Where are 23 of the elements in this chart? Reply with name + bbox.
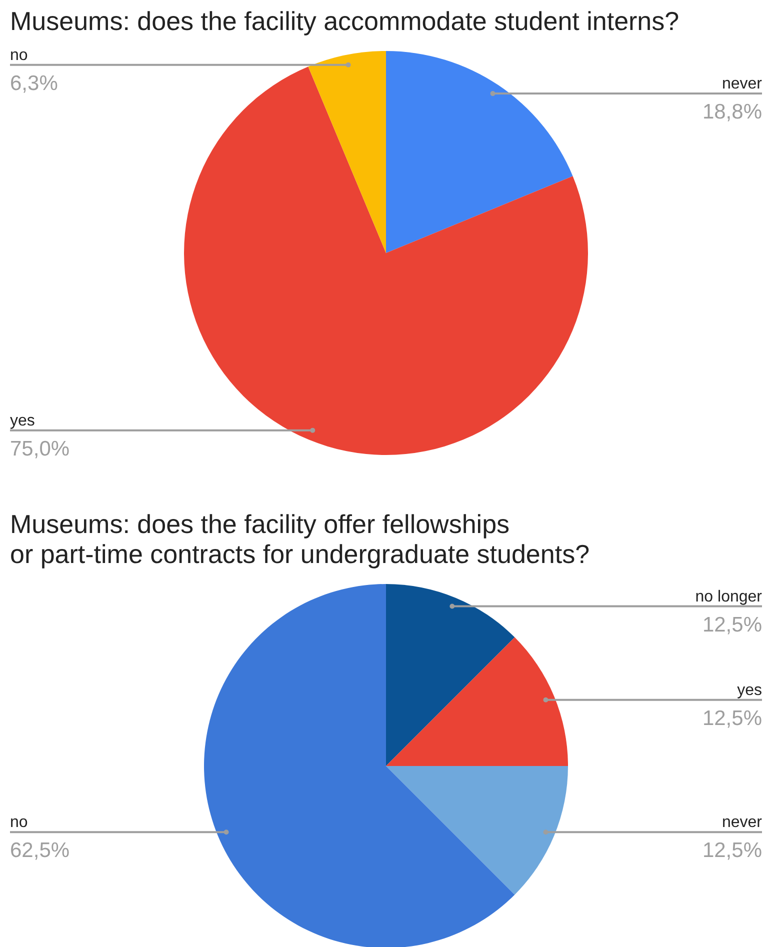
- chart-title: Museums: does the facility offer fellowships or part-time contracts for undergraduate students?: [10, 509, 590, 569]
- data-label: 12,5%: [702, 839, 762, 862]
- data-label: 18,8%: [702, 100, 762, 124]
- chart-title: Museums: does the facility accommodate student interns?: [10, 6, 680, 36]
- data-label: 12,5%: [702, 613, 762, 636]
- data-label: 62,5%: [10, 839, 70, 862]
- slice-label: never: [722, 76, 763, 93]
- data-label: 12,5%: [702, 706, 762, 730]
- slice-label: yes: [10, 412, 35, 430]
- pie-slice: [204, 584, 515, 947]
- slice-label: no longer: [695, 588, 763, 606]
- pie-slice: [386, 584, 515, 766]
- pie-slice: [184, 66, 588, 455]
- slice-label: yes: [737, 682, 762, 699]
- pie-slice: [386, 51, 573, 253]
- slice-label: never: [722, 814, 763, 832]
- pie-slice: [308, 51, 386, 253]
- data-label: 75,0%: [10, 437, 70, 460]
- pie-slice: [386, 637, 568, 766]
- data-label: 6,3%: [10, 72, 58, 95]
- pie-slice: [386, 766, 568, 895]
- slice-label: no: [10, 814, 28, 832]
- slice-label: no: [10, 46, 28, 64]
